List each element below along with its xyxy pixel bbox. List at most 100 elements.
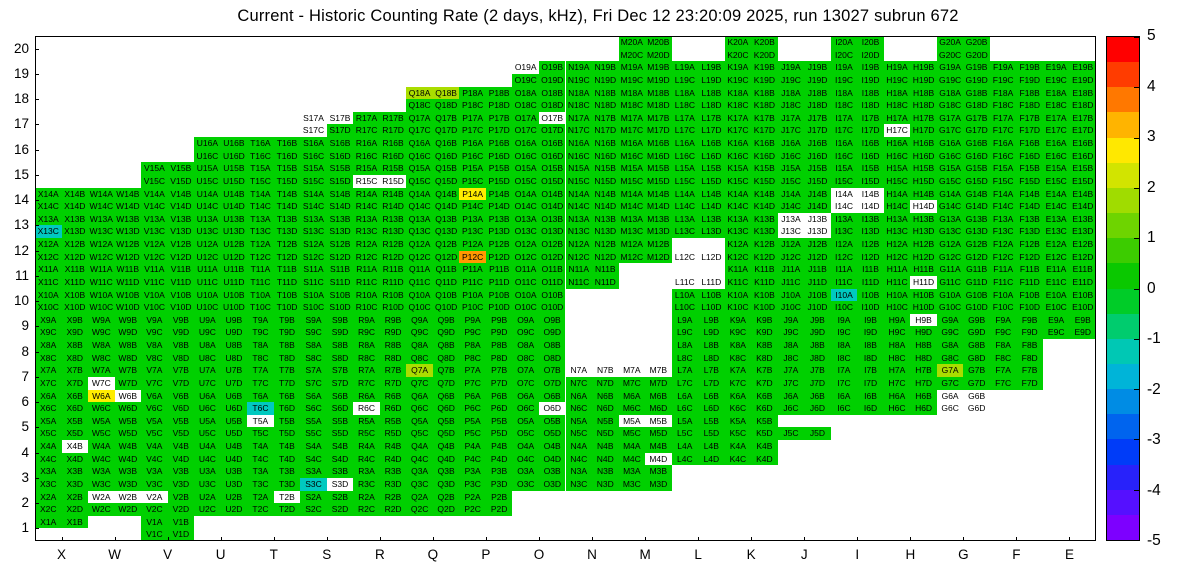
cell-X10A: X10A xyxy=(35,288,62,302)
cell-Q3C: Q3C xyxy=(406,477,433,491)
cell-X10D: X10D xyxy=(61,301,89,314)
cell-U11A: U11A xyxy=(194,263,221,276)
cell-R9D: R9D xyxy=(379,326,407,339)
cell-J18A: J18A xyxy=(777,86,805,100)
cell-H8A: H8A xyxy=(883,339,911,352)
cell-V10B: V10B xyxy=(167,288,195,302)
cell-Q14C: Q14C xyxy=(406,200,433,213)
cell-X11C: X11C xyxy=(35,275,62,289)
colorbar-band xyxy=(1107,313,1139,340)
cell-G15A: G15A xyxy=(936,162,964,175)
cell-H14D: H14D xyxy=(910,200,937,213)
cell-U14C: U14C xyxy=(194,200,221,213)
cell-J6B: J6B xyxy=(804,389,831,403)
cell-Q16C: Q16C xyxy=(406,149,433,163)
colorbar-tick xyxy=(1134,540,1139,541)
cell-J18B: J18B xyxy=(804,86,831,100)
cell-V11A: V11A xyxy=(141,263,168,276)
cell-P5B: P5B xyxy=(485,414,513,428)
y-axis-label: 19 xyxy=(13,65,29,81)
x-axis-label: N xyxy=(587,547,597,562)
cell-X10B: X10B xyxy=(61,288,89,302)
cell-O4D: O4D xyxy=(538,452,566,466)
cell-H19D: H19D xyxy=(910,73,937,87)
cell-N7C: N7C xyxy=(565,376,593,390)
cell-I9B: I9B xyxy=(857,313,884,327)
cell-T4B: T4B xyxy=(273,440,301,453)
cell-S7C: S7C xyxy=(300,376,327,390)
cell-E9B: E9B xyxy=(1069,313,1096,327)
cell-R17C: R17C xyxy=(353,124,380,137)
cell-Q8C: Q8C xyxy=(406,351,433,365)
y-axis-tick xyxy=(35,452,39,454)
cell-K17D: K17D xyxy=(751,124,778,137)
cell-J10B: J10B xyxy=(804,288,831,302)
cell-N11A: N11A xyxy=(565,263,593,276)
colorbar-band xyxy=(1107,389,1139,415)
cell-O8C: O8C xyxy=(512,351,539,365)
cell-I8A: I8A xyxy=(830,339,858,352)
cell-E19A: E19A xyxy=(1042,61,1070,74)
cell-K17A: K17A xyxy=(724,111,752,125)
cell-W13D: W13D xyxy=(114,225,142,238)
cell-T12A: T12A xyxy=(247,238,274,251)
cell-J18C: J18C xyxy=(777,99,805,112)
cell-G12B: G12B xyxy=(963,238,990,251)
cell-Q15C: Q15C xyxy=(406,174,433,188)
cell-Q10B: Q10B xyxy=(432,288,460,302)
cell-H16D: H16D xyxy=(910,149,937,163)
cell-T13A: T13A xyxy=(247,212,274,226)
y-axis-label: 20 xyxy=(13,40,29,56)
cell-F7C: F7C xyxy=(989,376,1017,390)
cell-N5A: N5A xyxy=(565,414,593,428)
cell-O17C: O17C xyxy=(512,124,539,137)
cell-G13B: G13B xyxy=(963,212,990,226)
colorbar-tick xyxy=(1134,137,1139,139)
cell-L18A: L18A xyxy=(671,86,699,100)
cell-M19B: M19B xyxy=(645,61,672,74)
cell-Q3B: Q3B xyxy=(432,465,460,478)
cell-S3D: S3D xyxy=(326,477,354,491)
cell-K10B: K10B xyxy=(751,288,778,302)
cell-H18D: H18D xyxy=(910,99,937,112)
cell-U5A: U5A xyxy=(194,414,221,428)
cell-W3A: W3A xyxy=(88,465,115,478)
cell-U8A: U8A xyxy=(194,339,221,352)
cell-Q10D: Q10D xyxy=(432,301,460,314)
cell-V6B: V6B xyxy=(167,389,195,403)
cell-N17B: N17B xyxy=(592,111,619,125)
cell-S7A: S7A xyxy=(300,364,327,377)
cell-T10C: T10C xyxy=(247,301,274,314)
cell-H11C: H11C xyxy=(883,275,911,289)
cell-W5D: W5D xyxy=(114,427,142,440)
cell-S5B: S5B xyxy=(326,414,354,428)
cell-T8C: T8C xyxy=(247,351,274,365)
cell-U9D: U9D xyxy=(220,326,248,339)
cell-X4A: X4A xyxy=(35,440,62,453)
cell-L9D: L9D xyxy=(698,326,725,339)
cell-P13A: P13A xyxy=(459,212,486,226)
cell-H18A: H18A xyxy=(883,86,911,100)
cell-H6C: H6C xyxy=(883,402,911,415)
cell-X2C: X2C xyxy=(35,503,62,516)
cell-T13B: T13B xyxy=(273,212,301,226)
cell-M4A: M4A xyxy=(618,440,646,453)
cell-V11C: V11C xyxy=(141,275,168,289)
cell-E10C: E10C xyxy=(1042,301,1070,314)
cell-V4C: V4C xyxy=(141,452,168,466)
cell-X7B: X7B xyxy=(61,364,89,377)
cell-J11D: J11D xyxy=(804,275,831,289)
cell-K6C: K6C xyxy=(724,402,752,415)
cell-S4A: S4A xyxy=(300,440,327,453)
colorbar-tick xyxy=(1134,238,1139,240)
cell-H19A: H19A xyxy=(883,61,911,74)
cell-V6D: V6D xyxy=(167,402,195,415)
cell-N19C: N19C xyxy=(565,73,593,87)
cell-F10B: F10B xyxy=(1016,288,1043,302)
cell-V13B: V13B xyxy=(167,212,195,226)
cell-U13B: U13B xyxy=(220,212,248,226)
cell-L13D: L13D xyxy=(698,225,725,238)
x-axis-tick xyxy=(432,537,434,541)
cell-F18B: F18B xyxy=(1016,86,1043,100)
colorbar-band xyxy=(1107,288,1139,314)
